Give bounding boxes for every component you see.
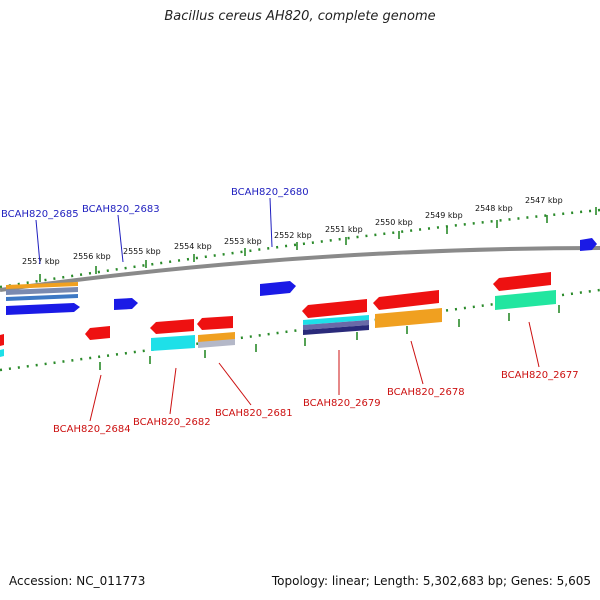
kbp-labels: 2557 kbp 2556 kbp 2555 kbp 2554 kbp 2553… bbox=[22, 196, 563, 266]
gene-label[interactable]: BCAH820_2680 bbox=[231, 187, 309, 198]
gene-feature[interactable] bbox=[6, 294, 78, 301]
kbp-label: 2547 kbp bbox=[525, 196, 563, 205]
gene-feature[interactable] bbox=[303, 325, 369, 335]
kbp-label: 2552 kbp bbox=[274, 231, 312, 240]
gene-feature[interactable] bbox=[114, 298, 138, 310]
gene-feature[interactable] bbox=[150, 319, 194, 334]
upper-leaders bbox=[35, 197, 273, 265]
gene-label[interactable]: BCAH820_2677 bbox=[501, 370, 579, 381]
gene-label[interactable]: BCAH820_2681 bbox=[215, 408, 293, 419]
gene-label[interactable]: BCAH820_2678 bbox=[387, 387, 465, 398]
kbp-label: 2551 kbp bbox=[325, 225, 363, 234]
lower-leaders bbox=[89, 321, 540, 422]
gene-feature[interactable] bbox=[495, 290, 556, 310]
gene-label[interactable]: BCAH820_2683 bbox=[82, 204, 160, 215]
gene-feature[interactable] bbox=[197, 316, 233, 330]
kbp-label: 2557 kbp bbox=[22, 257, 60, 266]
kbp-label: 2554 kbp bbox=[174, 242, 212, 251]
gene-feature[interactable] bbox=[85, 326, 110, 340]
gene-feature[interactable] bbox=[302, 299, 367, 318]
gene-label[interactable]: BCAH820_2679 bbox=[303, 398, 381, 409]
gene-feature[interactable] bbox=[6, 303, 80, 315]
gene-feature[interactable] bbox=[6, 282, 78, 289]
gene-label[interactable]: BCAH820_2684 bbox=[53, 424, 131, 435]
outer-ruler-ticks bbox=[39, 207, 597, 282]
gene-feature[interactable] bbox=[151, 335, 195, 351]
gene-feature[interactable] bbox=[303, 315, 369, 325]
gene-feature[interactable] bbox=[6, 287, 78, 295]
gene-feature[interactable] bbox=[375, 308, 442, 328]
gene-feature[interactable] bbox=[260, 281, 296, 296]
kbp-label: 2553 kbp bbox=[224, 237, 262, 246]
genome-backbone bbox=[0, 246, 600, 292]
kbp-label: 2555 kbp bbox=[123, 247, 161, 256]
gene-feature[interactable] bbox=[0, 349, 4, 357]
gene-label[interactable]: BCAH820_2685 bbox=[1, 209, 79, 220]
gene-label[interactable]: BCAH820_2682 bbox=[133, 417, 211, 428]
inner-ruler-ticks bbox=[99, 305, 560, 370]
gene-feature[interactable] bbox=[303, 320, 369, 330]
gene-feature[interactable] bbox=[198, 339, 235, 348]
kbp-label: 2556 kbp bbox=[73, 252, 111, 261]
kbp-label: 2548 kbp bbox=[475, 204, 513, 213]
kbp-label: 2549 kbp bbox=[425, 211, 463, 220]
gene-feature[interactable] bbox=[0, 334, 4, 346]
gene-feature[interactable] bbox=[580, 238, 597, 251]
genome-summary-text: Topology: linear; Length: 5,302,683 bp; … bbox=[271, 574, 591, 588]
gene-feature[interactable] bbox=[373, 290, 439, 310]
map-title: Bacillus cereus AH820, complete genome bbox=[164, 9, 436, 24]
kbp-label: 2550 kbp bbox=[375, 218, 413, 227]
gene-feature[interactable] bbox=[493, 272, 551, 291]
accession-text: Accession: NC_011773 bbox=[9, 574, 146, 588]
